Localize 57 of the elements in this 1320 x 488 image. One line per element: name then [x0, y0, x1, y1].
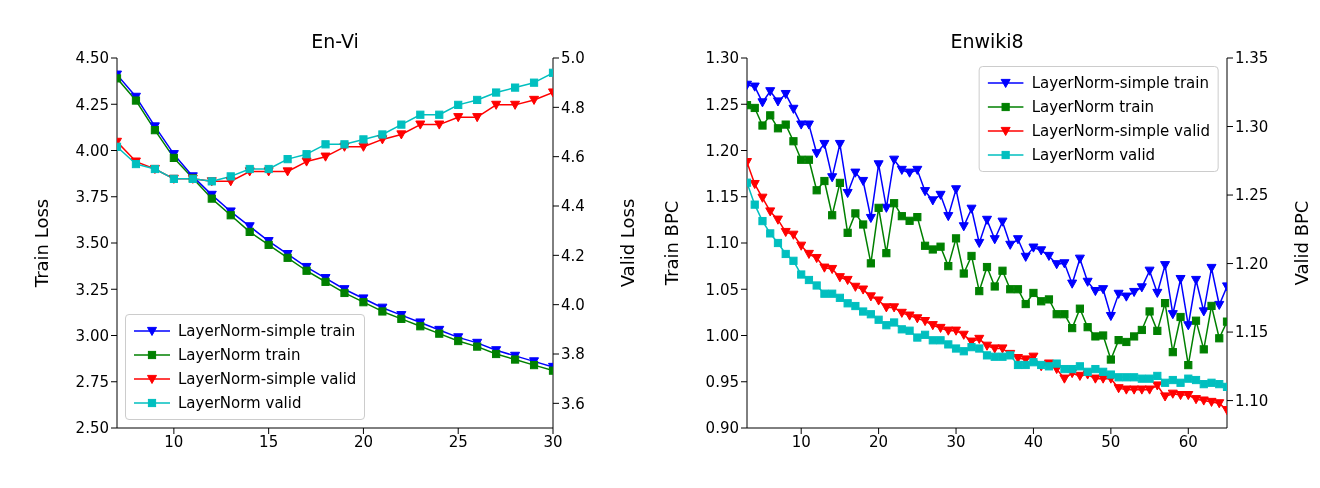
y-tick-label: 1.05 — [705, 280, 739, 299]
y2-tick-label: 1.35 — [1235, 49, 1269, 68]
y-axis-title: Train Loss — [31, 198, 53, 289]
x-tick-label: 40 — [1023, 432, 1043, 451]
x-tick-label: 30 — [946, 432, 966, 451]
y2-tick-label: 1.25 — [1235, 186, 1269, 205]
y2-axis-title: Valid Loss — [617, 198, 639, 288]
x-tick-label: 10 — [791, 432, 811, 451]
y2-tick-label: 4.6 — [561, 147, 585, 166]
y2-tick-label: 4.0 — [561, 295, 585, 314]
y2-tick-label: 4.4 — [561, 197, 585, 216]
legend-label: LayerNorm valid — [178, 394, 302, 412]
y-tick-label: 2.50 — [75, 419, 109, 438]
y2-axis-title: Valid BPC — [1291, 200, 1313, 286]
x-tick-label: 10 — [164, 432, 184, 451]
y-tick-label: 3.25 — [75, 280, 109, 299]
y-tick-label: 1.30 — [705, 49, 739, 68]
legend-label: LayerNorm-simple train — [1031, 74, 1209, 92]
legend-label: LayerNorm-simple train — [178, 322, 356, 340]
y-tick-label: 4.25 — [75, 95, 109, 114]
y-tick-label: 1.15 — [705, 188, 739, 207]
y-axis-title: Train BPC — [661, 200, 683, 287]
y2-tick-label: 1.15 — [1235, 323, 1269, 342]
legend-label: LayerNorm valid — [1031, 146, 1156, 164]
y-tick-label: 3.50 — [75, 234, 109, 253]
x-tick-label: 15 — [259, 432, 279, 451]
y2-tick-label: 4.8 — [561, 98, 585, 117]
y2-tick-label: 1.30 — [1235, 117, 1269, 136]
y2-tick-label: 1.10 — [1235, 391, 1269, 410]
y2-tick-label: 3.8 — [561, 345, 585, 364]
legend-label: LayerNorm train — [1031, 98, 1155, 116]
y-tick-label: 1.25 — [705, 95, 739, 114]
x-tick-label: 30 — [543, 432, 563, 451]
x-tick-label: 20 — [869, 432, 889, 451]
legend-label: LayerNorm-simple valid — [1031, 122, 1210, 140]
y2-tick-label: 1.20 — [1235, 254, 1269, 273]
y-tick-label: 2.75 — [75, 373, 109, 392]
y-tick-label: 1.20 — [705, 141, 739, 160]
y-tick-label: 0.95 — [705, 373, 739, 392]
y-tick-label: 0.90 — [705, 419, 739, 438]
y2-tick-label: 3.6 — [561, 394, 585, 413]
legend-label: LayerNorm-simple valid — [178, 370, 357, 388]
x-tick-label: 20 — [353, 432, 373, 451]
x-tick-label: 60 — [1178, 432, 1198, 451]
y2-tick-label: 5.0 — [561, 49, 585, 68]
chart-title: En-Vi — [310, 30, 360, 52]
y-tick-label: 1.00 — [705, 326, 739, 345]
y-tick-label: 4.00 — [75, 141, 109, 160]
legend-label: LayerNorm train — [178, 346, 301, 364]
y-tick-label: 1.10 — [705, 234, 739, 253]
x-tick-label: 25 — [448, 432, 468, 451]
y-tick-label: 3.00 — [75, 326, 109, 345]
y-tick-label: 4.50 — [75, 49, 109, 68]
y-tick-label: 3.75 — [75, 188, 109, 207]
chart-title: Enwiki8 — [949, 30, 1025, 52]
x-tick-label: 50 — [1101, 432, 1121, 451]
y2-tick-label: 4.2 — [561, 246, 585, 265]
